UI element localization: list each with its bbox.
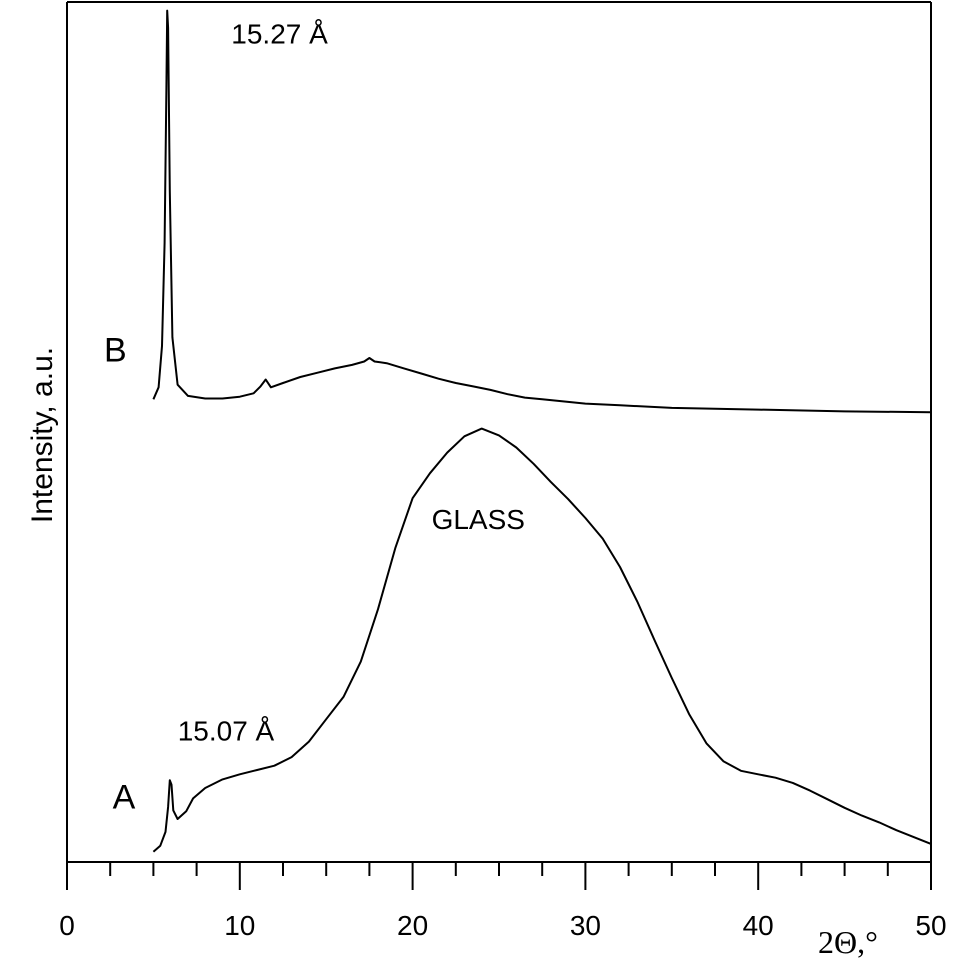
x-axis-ticks	[66, 862, 932, 890]
series-line-a	[152, 427, 932, 853]
x-axis-tick-labels: 0 10 20 30 40 50	[59, 910, 946, 941]
series-layer	[152, 9, 932, 853]
x-tick-label: 20	[397, 910, 428, 941]
annotation-label: GLASS	[432, 504, 525, 535]
y-axis-label: Intensity, a.u.	[26, 347, 59, 523]
x-tick-label: 40	[743, 910, 774, 941]
annotation-label: 15.27 Å	[231, 18, 328, 49]
series-label: B	[104, 331, 127, 369]
annotation-layer: 15.27 Å 15.07 Å GLASS B A	[104, 18, 525, 816]
x-axis-label: 2Θ,°	[818, 924, 878, 960]
x-tick-label: 0	[59, 910, 75, 941]
annotation-label: 15.07 Å	[178, 716, 275, 747]
series-line-b	[152, 9, 932, 414]
x-tick-label: 30	[570, 910, 601, 941]
series-label: A	[113, 779, 136, 817]
x-tick-label: 10	[224, 910, 255, 941]
x-tick-label: 50	[915, 910, 946, 941]
